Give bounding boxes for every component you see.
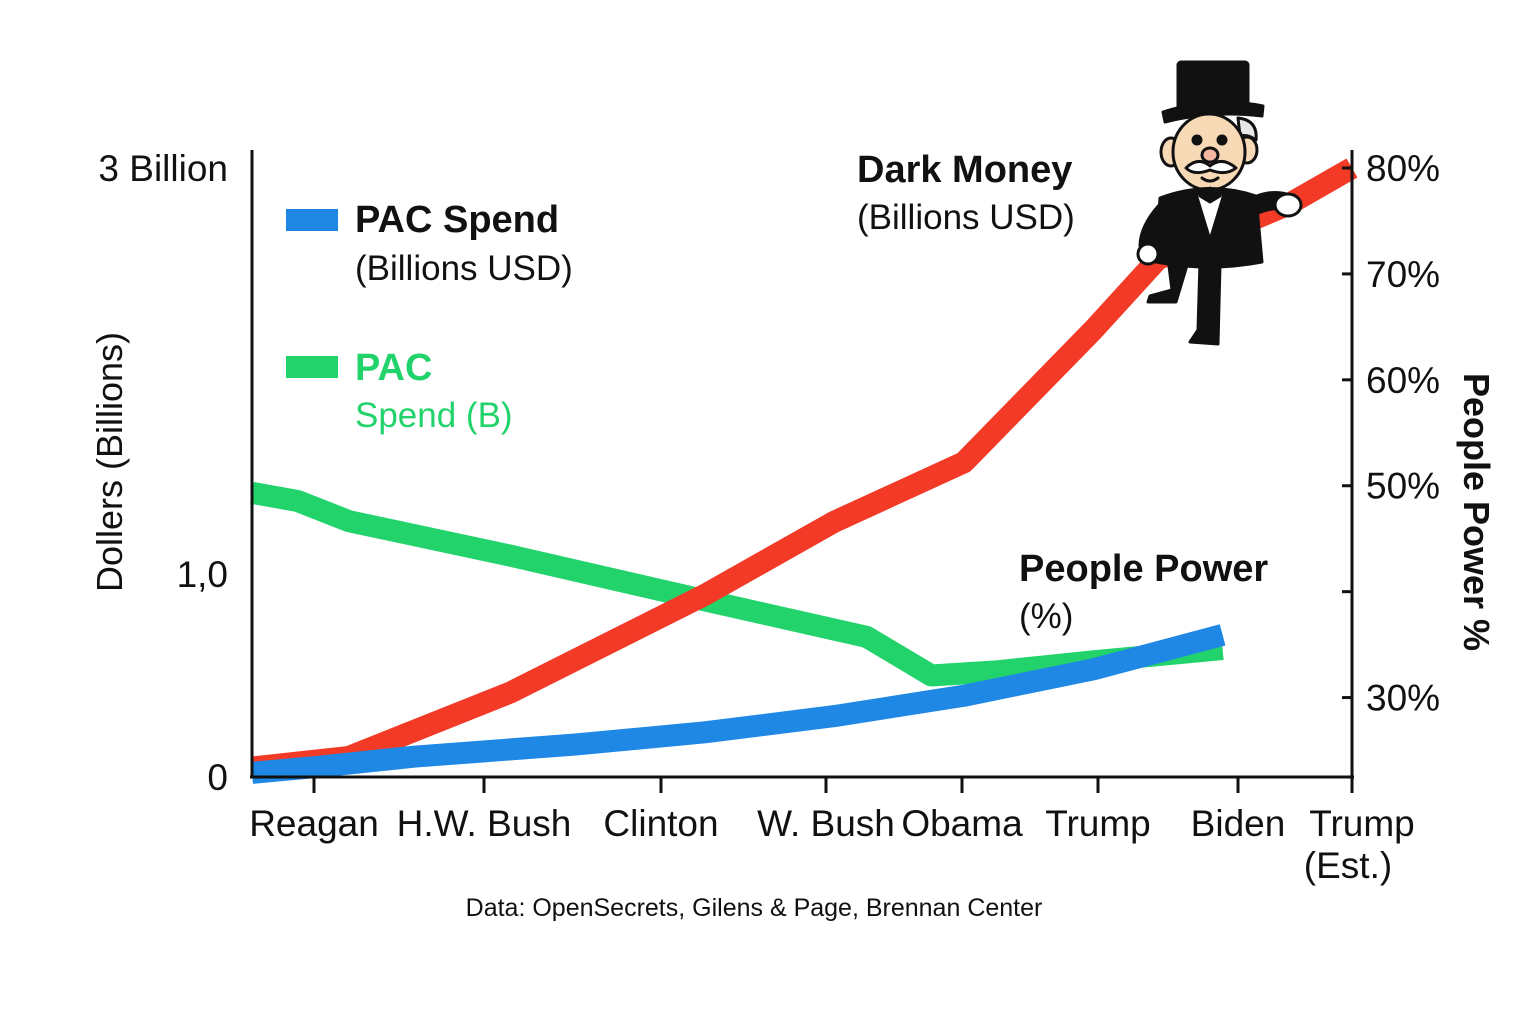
x-tick-label: Reagan <box>249 803 379 844</box>
people-power-sublabel: (%) <box>1019 597 1073 636</box>
left-axis-title: Dollers (Billions) <box>89 332 130 592</box>
left-tick-label: 3 Billion <box>98 148 228 189</box>
right-tick-label: 70% <box>1366 254 1440 295</box>
legend-title-pac-spend: PAC Spend <box>355 199 559 241</box>
legend-title-pac: PAC <box>355 347 432 389</box>
people-power-label: People Power <box>1019 548 1268 590</box>
source-text: Data: OpenSecrets, Gilens & Page, Brenna… <box>466 894 1043 922</box>
x-tick-label: Clinton <box>603 803 718 844</box>
left-tick-label: 0 <box>207 757 228 798</box>
x-tick-label: Trump <box>1045 803 1151 844</box>
legend-swatch-pac-spend <box>286 209 338 231</box>
legend-subtitle-pac-spend: (Billions USD) <box>355 249 573 288</box>
x-tick-label: W. Bush <box>757 803 895 844</box>
dark-money-sublabel: (Billions USD) <box>857 198 1075 237</box>
left-tick-label: 1,0 <box>177 554 228 595</box>
x-tick-label: Trump <box>1309 803 1415 844</box>
legend-subtitle-pac: Spend (B) <box>355 396 513 435</box>
dark-money-label: Dark Money <box>857 149 1072 191</box>
legend: PAC Spend (Billions USD) PAC Spend (B) <box>286 199 573 435</box>
x-tick-label: Obama <box>901 803 1023 844</box>
right-tick-label: 60% <box>1366 360 1440 401</box>
legend-swatch-pac <box>286 356 338 378</box>
right-tick-label: 50% <box>1366 466 1440 507</box>
right-tick-label: 80% <box>1366 148 1440 189</box>
right-ticks: 30% 50% 60% 70% 80% <box>1342 148 1440 719</box>
x-tick-label-line2: (Est.) <box>1304 845 1392 886</box>
right-tick-label: 30% <box>1366 678 1440 719</box>
x-tick-label: Biden <box>1191 803 1286 844</box>
right-axis-title: People Power % <box>1456 373 1497 651</box>
monopoly-man-icon <box>1138 62 1301 344</box>
x-tick-label: H.W. Bush <box>397 803 572 844</box>
x-ticks: Reagan H.W. Bush Clinton W. Bush Obama Trump B… <box>249 777 1415 886</box>
